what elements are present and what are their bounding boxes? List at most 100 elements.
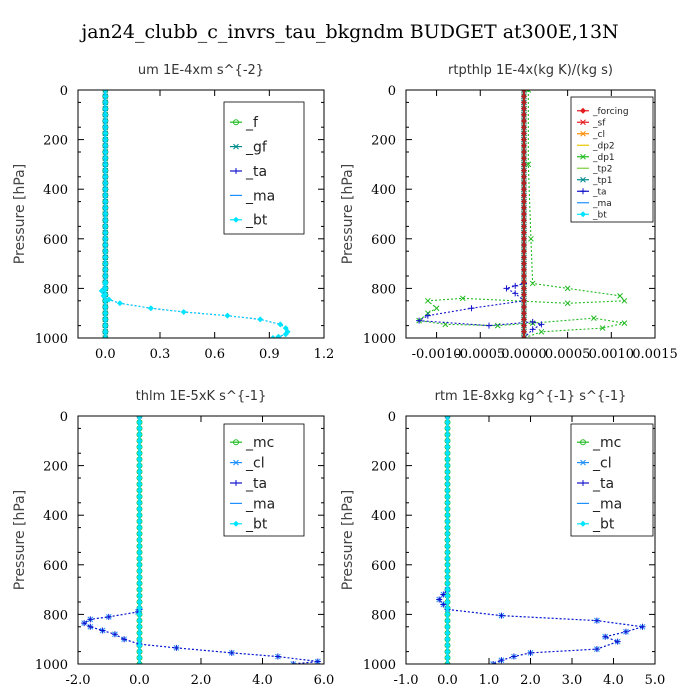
data-point — [444, 648, 451, 655]
data-point — [520, 161, 527, 168]
data-point — [136, 568, 143, 574]
data-point — [233, 439, 239, 446]
data-point — [444, 462, 451, 469]
data-point — [275, 333, 282, 338]
data-point — [525, 161, 532, 168]
data-point — [593, 646, 600, 653]
series-group — [81, 416, 321, 664]
legend-label: _mc — [245, 435, 274, 451]
data-point — [520, 142, 527, 149]
plot-frame — [77, 415, 325, 665]
data-point — [102, 310, 109, 317]
data-point — [136, 512, 143, 519]
data-point — [520, 111, 527, 118]
data-point — [136, 617, 143, 624]
data-point — [528, 235, 534, 242]
data-point — [593, 617, 600, 624]
data-point — [136, 462, 143, 469]
legend-label: _ta — [592, 187, 607, 197]
data-point — [444, 568, 451, 574]
data-point — [444, 543, 451, 550]
data-point — [105, 296, 112, 303]
legend-label: _cl — [245, 456, 265, 472]
data-point — [444, 537, 451, 543]
data-point — [459, 295, 466, 302]
data-point — [290, 661, 297, 664]
data-point — [520, 316, 527, 323]
data-point — [136, 586, 143, 593]
data-point — [444, 630, 451, 636]
data-point — [102, 173, 109, 180]
legend-label: _mc — [592, 435, 621, 451]
data-point — [87, 616, 94, 623]
data-point — [520, 155, 527, 162]
data-point — [102, 90, 109, 93]
y-tick-label: 600 — [43, 233, 68, 248]
data-point — [520, 198, 527, 205]
x-tick-label: 2.0 — [191, 673, 212, 688]
x-tick-label: 0.0000 — [501, 347, 547, 362]
data-point — [520, 254, 527, 261]
plot-panel-1: um 1E-4xm s^{-2} Pressure [hPa] 0 200 400 600… — [12, 63, 334, 362]
data-point — [520, 335, 527, 338]
data-point — [136, 537, 143, 543]
data-point — [512, 282, 519, 289]
y-tick-label: 0 — [60, 84, 68, 99]
data-point — [136, 506, 143, 512]
data-point — [173, 644, 180, 651]
data-point — [102, 328, 109, 335]
x-tick-label: 4.0 — [252, 673, 273, 688]
data-point — [580, 119, 586, 126]
data-point — [136, 416, 143, 419]
data-point — [520, 260, 527, 267]
legend-label: _ta — [245, 164, 267, 180]
data-point — [520, 248, 527, 255]
data-point — [621, 297, 628, 304]
y-tick-label: 0 — [388, 84, 396, 99]
legend-label: _ma — [245, 496, 275, 512]
data-point — [102, 130, 109, 137]
x-tick-label: 0.0005 — [545, 347, 591, 362]
data-point — [580, 188, 586, 195]
data-point — [520, 322, 527, 329]
data-point — [102, 254, 109, 261]
x-tick-label: -0.0005 — [455, 347, 505, 362]
data-point — [121, 636, 128, 643]
legend: _mc _cl _ta _ma _bt — [570, 423, 654, 537]
legend-box — [570, 96, 654, 223]
x-tick-label: 0.0 — [129, 673, 150, 688]
plot-frame — [405, 89, 656, 339]
data-point — [538, 321, 545, 328]
data-point — [444, 512, 451, 519]
data-point — [136, 605, 143, 612]
data-point — [440, 601, 447, 608]
data-point — [444, 611, 451, 618]
data-point — [102, 118, 109, 124]
data-point — [520, 310, 527, 317]
data-point — [580, 480, 586, 486]
data-point — [622, 628, 629, 635]
data-point — [525, 90, 532, 93]
x-tick-label: 0.0015 — [632, 347, 678, 362]
series-group — [436, 416, 646, 664]
data-point — [444, 592, 451, 599]
data-point — [136, 661, 143, 664]
panel-title: rtpthlp 1E-4x(kg K)/(kg s) — [448, 63, 613, 78]
data-point — [580, 459, 586, 466]
data-point — [444, 636, 451, 643]
data-point — [529, 326, 536, 333]
data-point — [136, 425, 143, 432]
data-point — [520, 118, 527, 124]
data-point — [136, 475, 143, 481]
data-point — [444, 431, 451, 438]
data-point — [136, 592, 143, 599]
data-point — [520, 130, 527, 137]
data-point — [520, 266, 527, 273]
y-tick-label: 400 — [371, 183, 396, 198]
data-point — [521, 90, 527, 93]
data-point — [102, 186, 109, 193]
data-point — [520, 192, 527, 199]
y-tick-label: 600 — [371, 233, 396, 248]
data-point — [498, 657, 505, 664]
legend-label: _bt — [245, 213, 268, 229]
